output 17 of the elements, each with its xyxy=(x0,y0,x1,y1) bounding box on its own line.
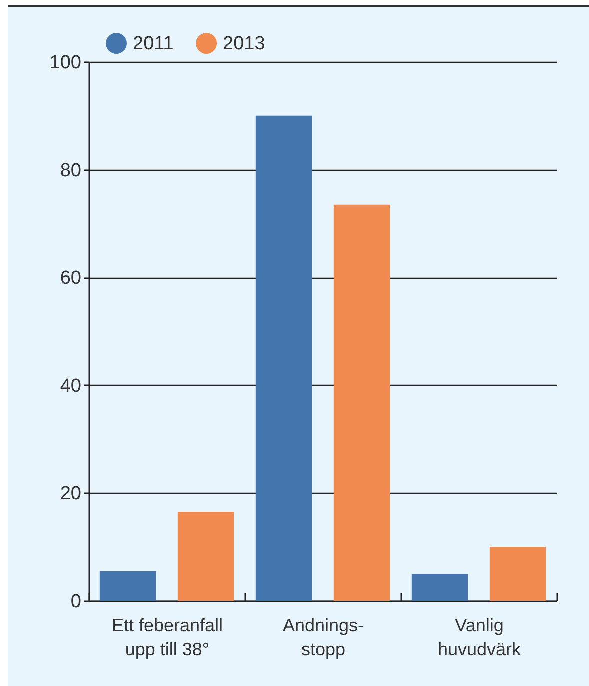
legend-label: 2011 xyxy=(133,34,174,55)
y-tick-label: 20 xyxy=(60,484,82,505)
bar xyxy=(100,571,156,601)
x-tick-label: Vanlig huvudvärk xyxy=(438,616,522,660)
y-tick-label: 40 xyxy=(60,376,82,397)
bar xyxy=(334,204,390,601)
y-tick-label: 60 xyxy=(60,268,82,290)
x-tick-label: Ett feberanfall upp till 38° xyxy=(112,616,224,660)
y-tick-label: 80 xyxy=(60,160,82,182)
bar xyxy=(178,512,234,601)
x-tick-label: Andnings- stopp xyxy=(282,616,364,660)
bar xyxy=(412,574,468,601)
bar xyxy=(490,547,546,601)
legend-label: 2013 xyxy=(223,34,266,55)
y-tick-label: 0 xyxy=(70,592,82,612)
bar xyxy=(256,116,312,601)
y-tick-label: 100 xyxy=(50,52,82,74)
